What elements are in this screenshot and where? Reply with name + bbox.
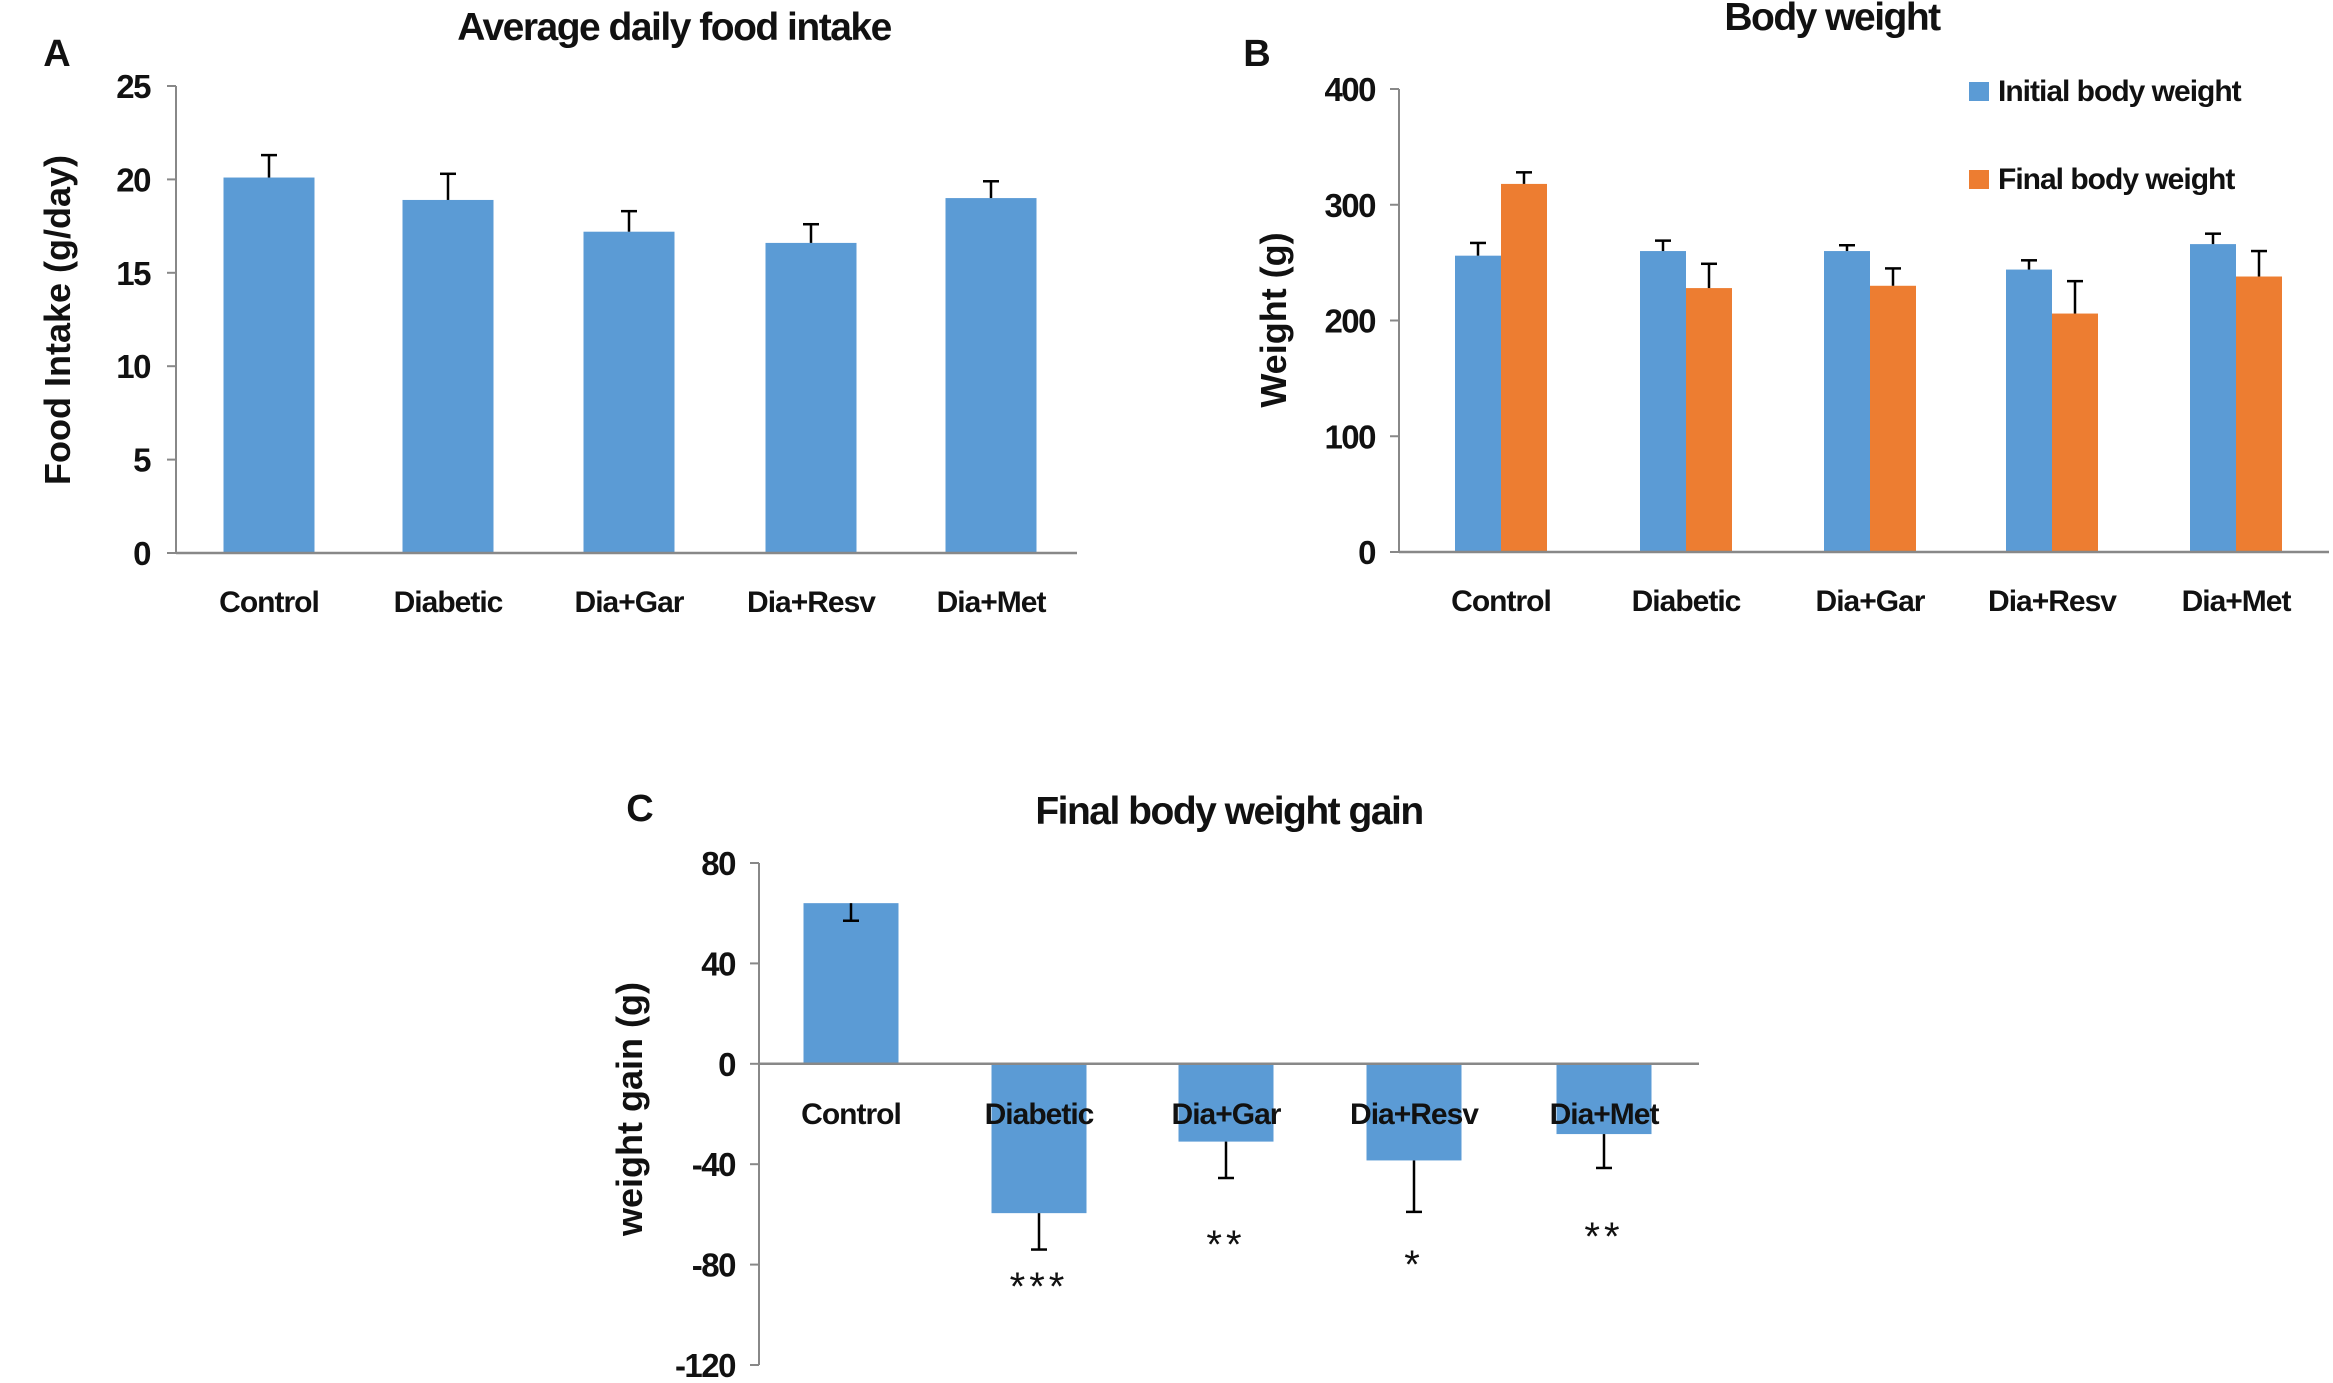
bar-dia-resv-1	[2052, 313, 2098, 552]
bar-dia-gar	[1178, 1063, 1274, 1142]
bar-control	[803, 903, 899, 1064]
chart-title: Body weight	[1724, 0, 1941, 39]
x-tick-label: Diabetic	[1632, 585, 1741, 618]
significance-marker: **	[1584, 1215, 1623, 1259]
bar-dia-resv	[765, 242, 857, 554]
bar-dia-met	[1556, 1063, 1652, 1135]
y-tick-label: 200	[1324, 303, 1375, 340]
bar-dia-met	[945, 198, 1037, 553]
x-tick-label: Dia+Resv	[1988, 585, 2117, 618]
bar-diabetic	[991, 1063, 1087, 1214]
chart-panel-c: C Final body weight gain weight gain (g) -1…	[609, 788, 1699, 1383]
y-tick-label: 20	[116, 161, 150, 198]
y-tick-label: -40	[692, 1146, 735, 1183]
y-tick-label: 25	[116, 68, 151, 105]
x-tick-label: Dia+Resv	[1350, 1098, 1479, 1131]
x-tick-label: Dia+Gar	[1816, 585, 1926, 618]
bar-dia-gar-1	[1870, 285, 1916, 552]
y-axis-label: Food Intake (g/day)	[37, 155, 78, 485]
chart-title: Final body weight gain	[1035, 790, 1422, 833]
bar-dia-met-0	[2190, 244, 2236, 553]
bar-diabetic	[402, 199, 494, 553]
y-tick-label: 100	[1324, 418, 1375, 455]
x-tick-label: Dia+Met	[937, 586, 1047, 619]
y-tick-label: 80	[701, 845, 735, 882]
x-tick-label: Dia+Met	[2182, 585, 2292, 618]
significance-marker: **	[1206, 1223, 1245, 1267]
y-tick-label: 400	[1324, 71, 1375, 108]
x-tick-label: Dia+Gar	[1172, 1098, 1282, 1131]
y-tick-label: -80	[692, 1247, 735, 1284]
y-tick-label: 0	[718, 1046, 735, 1083]
y-tick-label: -120	[675, 1347, 735, 1383]
y-axis-label: weight gain (g)	[609, 982, 650, 1237]
legend-label: Final body weight	[1998, 163, 2235, 196]
bar-dia-resv-0	[2006, 269, 2052, 552]
x-tick-label: Diabetic	[985, 1098, 1094, 1131]
bar-diabetic-1	[1686, 288, 1732, 552]
chart-panel-a: A Average daily food intake Food Intake (g…	[37, 6, 1077, 619]
bar-dia-gar-0	[1824, 251, 1870, 553]
legend-swatch	[1969, 170, 1989, 189]
legend-swatch	[1969, 82, 1989, 101]
bar-diabetic-0	[1640, 251, 1686, 553]
y-tick-label: 0	[133, 535, 150, 572]
bar-control-0	[1455, 255, 1501, 552]
y-tick-label: 10	[116, 348, 150, 385]
y-tick-label: 40	[701, 945, 735, 982]
bar-dia-met-1	[2236, 276, 2282, 552]
significance-marker: ***	[1010, 1265, 1069, 1309]
y-tick-label: 300	[1324, 187, 1375, 224]
x-tick-label: Control	[219, 586, 319, 619]
legend-label: Initial body weight	[1998, 75, 2242, 108]
chart-title: Average daily food intake	[457, 6, 891, 49]
panel-label: B	[1243, 33, 1270, 75]
y-tick-label: 5	[133, 442, 151, 479]
bar-dia-resv	[1366, 1063, 1462, 1161]
bar-dia-gar	[583, 231, 675, 554]
chart-panel-b: B Body weight Weight (g) 0 100 200 300 400 Contr…	[1243, 0, 2329, 618]
x-tick-label: Dia+Met	[1550, 1098, 1660, 1131]
panel-label: A	[43, 33, 70, 75]
x-tick-label: Control	[801, 1098, 901, 1131]
x-tick-label: Dia+Resv	[747, 586, 876, 619]
y-tick-label: 15	[116, 255, 151, 292]
bar-control-1	[1501, 183, 1547, 553]
x-tick-label: Diabetic	[394, 586, 503, 619]
x-tick-label: Dia+Gar	[575, 586, 685, 619]
y-axis-label: Weight (g)	[1253, 232, 1294, 407]
y-tick-label: 0	[1358, 534, 1375, 571]
bar-control	[223, 177, 315, 554]
panel-label: C	[626, 788, 653, 830]
significance-marker: *	[1404, 1243, 1424, 1287]
x-tick-label: Control	[1451, 585, 1551, 618]
